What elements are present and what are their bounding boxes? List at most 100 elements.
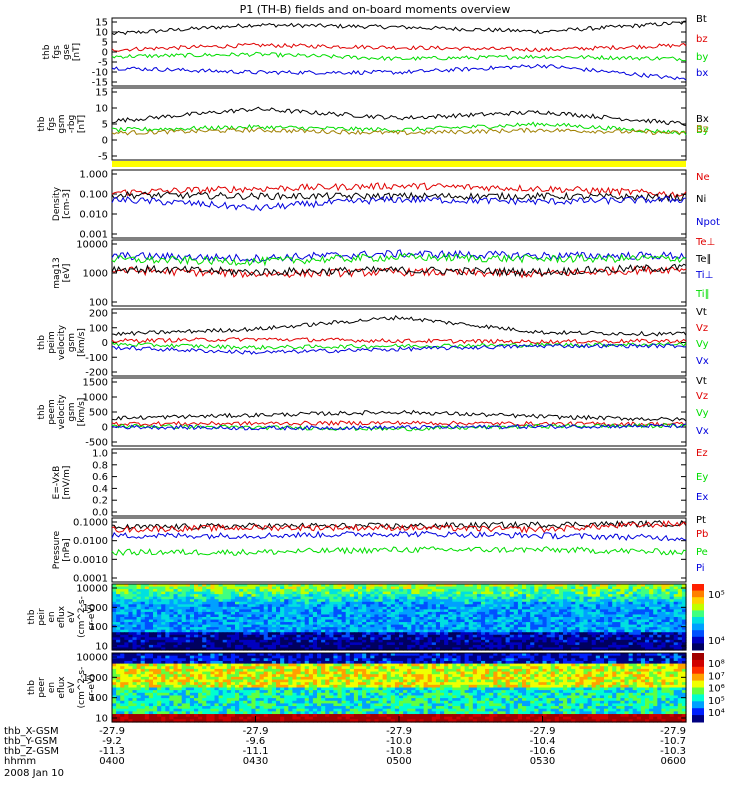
y-axis-label: thb fgs gsm -rbg [nT] [37,114,87,133]
footer-value: -9.6 [246,736,266,747]
panel-frame [111,583,687,651]
y-axis-label-line: gse [62,44,72,60]
legend-label: bz [696,34,708,45]
y-tick-label: 0.0 [92,508,108,519]
y-axis-label-line: gsm [67,333,77,352]
y-tick-label: -200 [85,368,108,379]
legend-label: Pe [696,547,708,558]
series-Te∥ [111,263,687,277]
status-bar [112,161,686,167]
y-tick-label: 10 [95,104,108,115]
y-tick-label: -500 [85,438,108,449]
legend-label: Vy [696,339,709,350]
y-axis-label-line: [mV/m] [62,466,72,500]
y-tick-label: 0.0100 [73,536,108,547]
y-tick-label: 0.001 [79,230,108,241]
colorbar-tick-label: 10⁵ [708,590,725,601]
legend-label: Ex [696,492,708,503]
footer-row-label: thb_Y-GSM [4,736,57,747]
y-axis-label-line: sr-eV) [87,674,97,700]
footer-value: -10.0 [386,736,412,747]
legend-label: Pb [696,529,708,540]
y-tick-label: -15 [92,78,108,89]
y-axis-label-line: peim [47,331,57,354]
y-tick-label: 100 [89,622,108,633]
y-tick-label: -10 [92,68,108,79]
legend-label: Vz [696,391,708,402]
panel-frame [111,377,687,447]
series-Ne [111,182,687,199]
series-Pb [111,520,687,534]
y-axis-label-line: Density [52,186,62,221]
y-tick-label: 0 [102,423,108,434]
y-axis-label: mag13 [eV] [52,257,72,288]
series-Ni [111,190,687,203]
y-tick-label: 1000 [83,393,108,404]
y-axis-label: E=-VxB [mV/m] [52,466,72,500]
y-tick-label: 1.000 [79,170,108,181]
series-Vt [111,314,687,337]
footer-value: 0500 [386,756,411,767]
footer-value: -27.9 [243,726,269,737]
panel-peim-velocity: 200 100 0 -100 -200 thb peim velocity gsm [km/s] V… [37,307,709,379]
y-axis-label-line: thb [27,680,37,695]
y-tick-label: 100 [89,323,108,334]
footer-row-label: thb_X-GSM [4,726,59,737]
legend-label: Bz [696,124,708,135]
y-axis-label: thb peir en eflux eV (cm^2-s-sr-eV) [27,596,97,638]
footer-value: -10.6 [530,746,556,757]
footer-value: -27.9 [530,726,556,737]
y-tick-label: 0.0001 [73,574,108,585]
footer-value: -27.9 [99,726,125,737]
y-axis-label-line: thb [37,335,47,350]
panel-density: 1.000 0.100 0.010 0.001 Density [cm-3] Ne Ni Npo… [52,169,720,241]
y-axis-label-line: [nT] [72,43,82,61]
legend-label: Vt [696,307,707,318]
legend-label: By [696,125,709,136]
series-Bz [111,127,687,136]
y-tick-label: 0.2 [92,496,108,507]
y-axis-label: Pressure [nPa] [52,530,72,569]
y-tick-label: 0.8 [92,460,108,471]
y-axis-label-line: [nPa] [62,538,72,561]
y-tick-label: 0 [102,338,108,349]
legend-label: by [696,52,708,63]
footer-value: 0430 [243,756,268,767]
y-tick-label: 15 [95,18,108,29]
footer-value: -10.8 [386,746,412,757]
series-Pi [111,530,687,542]
legend-label: Vx [696,356,709,367]
colorbar: 10⁵ 10⁴ [692,584,725,651]
y-axis-label-line: gsm [57,114,67,133]
y-axis-label-line: sr-eV) [87,604,97,630]
series-Vz [111,420,687,427]
y-axis-label-line: peer [37,677,47,698]
series-Npot [111,195,686,212]
y-tick-label: 200 [89,309,108,320]
y-axis-label-line: [cm-3] [62,189,72,219]
y-tick-label: 0.0010 [73,555,108,566]
legend-label: Vt [696,376,707,387]
y-axis-label-line: eV [67,681,77,694]
legend-label: Ey [696,472,708,483]
panel-frame [111,169,687,239]
series-Vx [111,343,687,355]
y-axis-label-line: (cm^2-s- [77,667,87,709]
footer-value: -9.2 [102,736,122,747]
series-By [111,121,687,136]
y-tick-label: 10 [95,714,108,725]
y-tick-label: 15 [95,88,108,99]
y-tick-label: -100 [85,353,108,364]
series-bx [111,63,687,81]
y-tick-label: 0.010 [79,210,108,221]
y-axis-label-line: mag13 [52,257,62,288]
footer-date: 2008 Jan 10 [4,768,64,779]
y-axis-label-line: Pressure [52,530,62,569]
y-axis-label-line: thb [27,609,37,624]
y-tick-label: 0.100 [79,190,108,201]
legend-label: Ez [696,448,708,459]
legend-label: Npot [696,217,720,228]
colorbar-tick-label: 10⁵ [708,696,725,707]
